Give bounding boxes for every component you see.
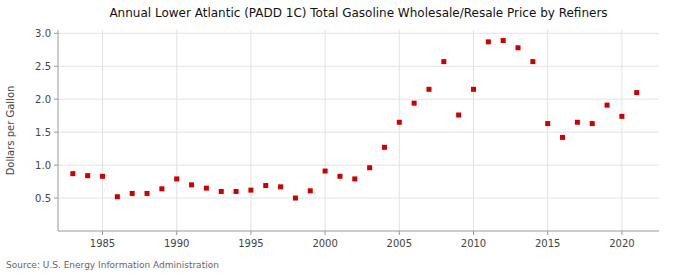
chart-container: 0.5 1.0 1.5 2.0 2.5 3.0 1985 1990 1995 2000 2005 20…	[0, 0, 675, 275]
y-grid-line	[58, 99, 659, 100]
point	[456, 113, 461, 118]
x-grid-line	[102, 30, 103, 231]
y-grid-line	[58, 165, 659, 166]
grid	[58, 30, 659, 231]
point	[278, 184, 283, 189]
x-tick	[621, 231, 622, 235]
y-tick-label: 2.5	[35, 61, 51, 72]
x-tick	[473, 231, 474, 235]
x-grid-line	[621, 30, 622, 231]
point	[323, 169, 328, 174]
y-tick-label: 1.5	[35, 127, 51, 138]
point	[530, 59, 535, 64]
x-tick	[547, 231, 548, 235]
point	[382, 145, 387, 150]
point	[263, 183, 268, 188]
point	[634, 90, 639, 95]
x-axis-line	[58, 231, 659, 232]
point	[85, 173, 90, 178]
y-grid-line	[58, 66, 659, 67]
x-tick-label: 2020	[609, 238, 634, 249]
y-tick	[54, 165, 58, 166]
point	[204, 186, 209, 191]
axes: 0.5 1.0 1.5 2.0 2.5 3.0 1985 1990 1995 2000 2005 20…	[35, 28, 659, 249]
y-axis-line	[58, 30, 59, 231]
x-grid-line	[250, 30, 251, 231]
point	[352, 176, 357, 181]
x-grid-line	[399, 30, 400, 231]
y-tick-label: 2.0	[35, 94, 51, 105]
y-tick-label: 3.0	[35, 28, 51, 39]
point	[248, 188, 253, 193]
point	[145, 191, 150, 196]
x-tick	[325, 231, 326, 235]
y-tick	[54, 198, 58, 199]
point	[219, 189, 224, 194]
x-tick-label: 2005	[387, 238, 412, 249]
source-note: Source: U.S. Energy Information Administ…	[6, 260, 219, 270]
point	[441, 59, 446, 64]
x-tick-label: 1995	[238, 238, 263, 249]
point	[590, 121, 595, 126]
x-tick	[176, 231, 177, 235]
x-grid-line	[176, 30, 177, 231]
point	[619, 114, 624, 119]
x-tick	[399, 231, 400, 235]
y-grid-line	[58, 132, 659, 133]
point	[397, 120, 402, 125]
x-tick	[250, 231, 251, 235]
chart-svg: 0.5 1.0 1.5 2.0 2.5 3.0 1985 1990 1995 2000 2005 20…	[0, 0, 675, 275]
point	[337, 174, 342, 179]
x-tick-label: 2000	[312, 238, 337, 249]
y-tick	[54, 132, 58, 133]
y-tick-label: 0.5	[35, 193, 51, 204]
x-grid-line	[547, 30, 548, 231]
x-grid-line	[473, 30, 474, 231]
point	[130, 191, 135, 196]
x-tick	[102, 231, 103, 235]
title: Annual Lower Atlantic (PADD 1C) Total Ga…	[109, 6, 607, 20]
point	[293, 196, 298, 201]
y-tick-label: 1.0	[35, 160, 51, 171]
point	[412, 101, 417, 106]
point	[115, 194, 120, 199]
point	[234, 189, 239, 194]
point	[501, 38, 506, 43]
x-tick-label: 1985	[90, 238, 115, 249]
point	[189, 182, 194, 187]
point	[70, 171, 75, 176]
x-tick-label: 1990	[164, 238, 189, 249]
y-tick	[54, 33, 58, 34]
y-tick	[54, 99, 58, 100]
y-grid-line	[58, 33, 659, 34]
x-tick-label: 2015	[535, 238, 560, 249]
point	[174, 176, 179, 181]
x-tick-label: 2010	[461, 238, 486, 249]
y-axis-label: Dollars per Gallon	[5, 86, 16, 176]
point	[545, 121, 550, 126]
point	[560, 135, 565, 140]
point	[471, 87, 476, 92]
point	[308, 188, 313, 193]
point	[486, 39, 491, 44]
point	[605, 103, 610, 108]
x-grid-line	[325, 30, 326, 231]
y-tick	[54, 66, 58, 67]
point	[100, 174, 105, 179]
point	[159, 186, 164, 191]
point	[367, 165, 372, 170]
points	[70, 38, 639, 201]
y-grid-line	[58, 198, 659, 199]
point	[516, 45, 521, 50]
point	[575, 120, 580, 125]
point	[426, 87, 431, 92]
